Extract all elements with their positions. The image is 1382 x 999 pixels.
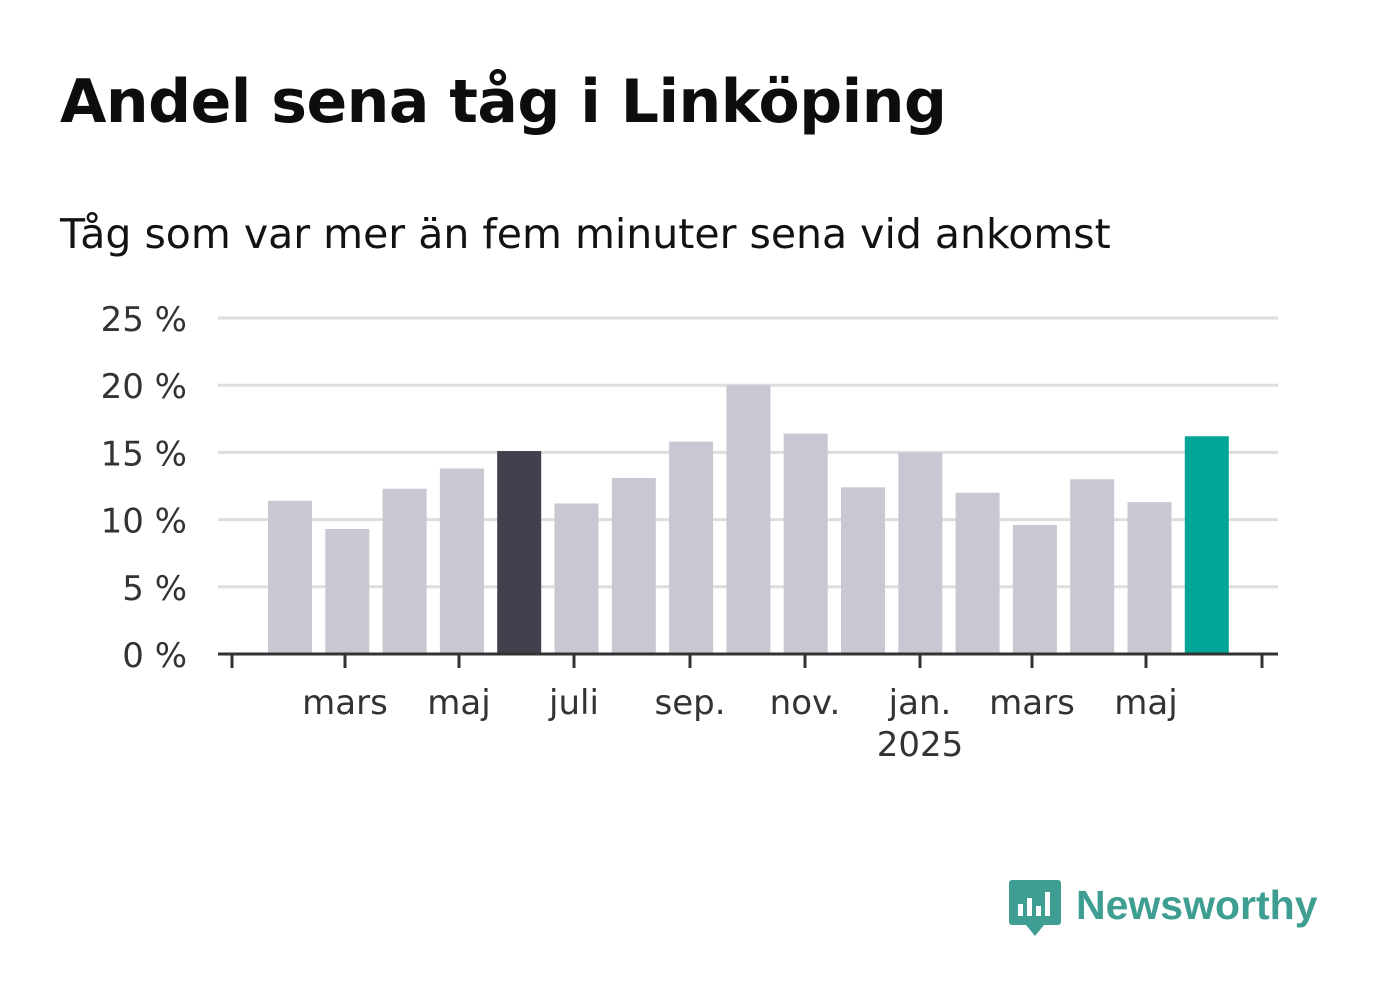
- newsworthy-logo: Newsworthy: [1008, 877, 1318, 941]
- bar: [554, 503, 599, 654]
- x-year-label: 2025: [877, 725, 964, 765]
- bar: [841, 487, 885, 654]
- bar: [726, 385, 771, 654]
- y-tick-label: 15 %: [101, 434, 187, 474]
- y-tick-label: 5 %: [122, 569, 187, 609]
- bar: [497, 451, 542, 654]
- y-tick-label: 10 %: [101, 502, 187, 542]
- y-tick-label: 0 %: [122, 636, 187, 676]
- x-tick-label: maj: [1114, 683, 1177, 723]
- bar: [382, 488, 427, 654]
- newsworthy-logo-icon: [1009, 880, 1061, 936]
- y-tick-label: 25 %: [101, 300, 187, 340]
- bar: [1012, 524, 1057, 654]
- bar: [955, 492, 1000, 654]
- chart-subtitle: Tåg som var mer än fem minuter sena vid …: [60, 210, 1111, 258]
- x-tick-label: maj: [427, 683, 490, 723]
- bar: [439, 468, 484, 654]
- x-tick-label: sep.: [654, 683, 725, 723]
- x-tick-label: mars: [302, 683, 388, 723]
- bar: [325, 529, 370, 654]
- chart-title: Andel sena tåg i Linköping: [60, 67, 947, 137]
- x-tick-label: mars: [989, 683, 1075, 723]
- bar: [783, 433, 828, 654]
- bars: [268, 385, 1229, 654]
- bar: [898, 452, 943, 654]
- bar: [611, 477, 656, 654]
- x-tick-label: juli: [548, 683, 599, 723]
- y-axis-ticks: 0 % 5 % 10 % 15 % 20 % 25 %: [101, 300, 187, 676]
- y-tick-label: 20 %: [101, 367, 187, 407]
- bar: [268, 500, 312, 654]
- bar: [1127, 502, 1172, 654]
- bar: [669, 441, 714, 654]
- x-tick-label: nov.: [770, 683, 841, 723]
- brand-name: Newsworthy: [1076, 881, 1318, 928]
- bar: [1070, 479, 1115, 654]
- x-tick-label: jan.: [888, 683, 952, 723]
- bar: [1184, 436, 1229, 654]
